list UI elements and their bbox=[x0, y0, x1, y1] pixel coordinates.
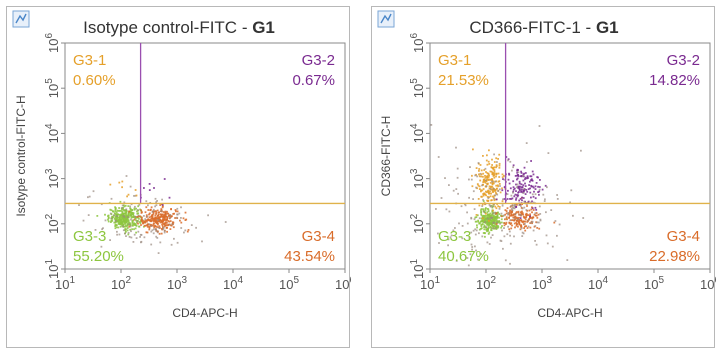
x-tick-label: 103 bbox=[532, 275, 552, 292]
y-tick-label: 103 bbox=[44, 168, 61, 188]
quadrant-label-g3-1: G3-1 bbox=[438, 52, 471, 69]
y-tick-label: 102 bbox=[44, 213, 61, 233]
y-tick-label: 101 bbox=[409, 259, 426, 279]
y-tick-label: 104 bbox=[44, 123, 61, 143]
x-tick-label: 105 bbox=[644, 275, 664, 292]
event-dots bbox=[78, 175, 227, 254]
gate-tool-icon bbox=[377, 10, 395, 28]
quadrant-label-g3-4: G3-4 bbox=[667, 228, 700, 245]
chart-title-name: Isotype control-FITC bbox=[83, 18, 237, 37]
plot-area bbox=[429, 42, 711, 270]
chart-title-gate: G1 bbox=[596, 18, 619, 37]
quadrant-label-g3-4: G3-4 bbox=[302, 228, 335, 245]
quadrant-percent-g3-4: 22.98% bbox=[649, 248, 700, 265]
plot-panel-isotype: Isotype control-FITC - G1 G3-1 0.60% G3-2 0.… bbox=[6, 6, 351, 348]
chart-title-separator: - bbox=[237, 18, 252, 37]
quadrant-percent-g3-3: 55.20% bbox=[73, 248, 124, 265]
y-axis-label: Isotype control-FITC-H bbox=[14, 95, 28, 216]
y-axis-label: CD366-FITC-H bbox=[379, 116, 393, 197]
x-tick-label: 102 bbox=[111, 275, 131, 292]
x-tick-label: 106 bbox=[700, 275, 716, 292]
x-tick-label: 103 bbox=[167, 275, 187, 292]
chart-title-name: CD366-FITC-1 bbox=[469, 18, 580, 37]
x-tick-label: 106 bbox=[335, 275, 351, 292]
y-tick-label: 105 bbox=[409, 78, 426, 98]
plot-panel-cd366: CD366-FITC-1 - G1 G3-1 21.53% G3-2 14.82% G3-… bbox=[371, 6, 716, 348]
quadrant-label-g3-1: G3-1 bbox=[73, 52, 106, 69]
y-tick-label: 104 bbox=[409, 123, 426, 143]
quadrant-label-g3-3: G3-3 bbox=[438, 228, 471, 245]
quadrant-percent-g3-3: 40.67% bbox=[438, 248, 489, 265]
y-tick-label: 105 bbox=[44, 78, 61, 98]
y-tick-label: 106 bbox=[409, 33, 426, 53]
quadrant-label-g3-2: G3-2 bbox=[302, 52, 335, 69]
chart-title: CD366-FITC-1 - G1 bbox=[469, 18, 618, 37]
chart-title: Isotype control-FITC - G1 bbox=[83, 18, 275, 37]
chart-title-gate: G1 bbox=[252, 18, 275, 37]
x-axis-label: CD4-APC-H bbox=[537, 306, 602, 320]
y-tick-label: 103 bbox=[409, 168, 426, 188]
x-tick-label: 104 bbox=[588, 275, 608, 292]
y-tick-label: 106 bbox=[44, 33, 61, 53]
quadrant-percent-g3-2: 0.67% bbox=[292, 72, 335, 89]
quadrant-label-g3-3: G3-3 bbox=[73, 228, 106, 245]
quadrant-label-g3-2: G3-2 bbox=[667, 52, 700, 69]
scatter-plot-cd366: CD366-FITC-1 - G1 G3-1 21.53% G3-2 14.82% G3-… bbox=[377, 10, 716, 320]
quadrant-percent-g3-4: 43.54% bbox=[284, 248, 335, 265]
scatter-plot-isotype: Isotype control-FITC - G1 G3-1 0.60% G3-2 0.… bbox=[12, 10, 351, 320]
x-tick-label: 105 bbox=[279, 275, 299, 292]
y-tick-label: 101 bbox=[44, 259, 61, 279]
x-tick-label: 101 bbox=[420, 275, 440, 292]
gate-tool-icon bbox=[12, 10, 30, 28]
x-tick-label: 102 bbox=[476, 275, 496, 292]
quadrant-percent-g3-2: 14.82% bbox=[649, 72, 700, 89]
quadrant-percent-g3-1: 0.60% bbox=[73, 72, 116, 89]
x-tick-label: 101 bbox=[55, 275, 75, 292]
quadrant-percent-g3-1: 21.53% bbox=[438, 72, 489, 89]
x-axis-label: CD4-APC-H bbox=[172, 306, 237, 320]
plot-area bbox=[64, 42, 346, 270]
x-tick-label: 104 bbox=[223, 275, 243, 292]
y-tick-label: 102 bbox=[409, 213, 426, 233]
chart-title-separator: - bbox=[581, 18, 596, 37]
